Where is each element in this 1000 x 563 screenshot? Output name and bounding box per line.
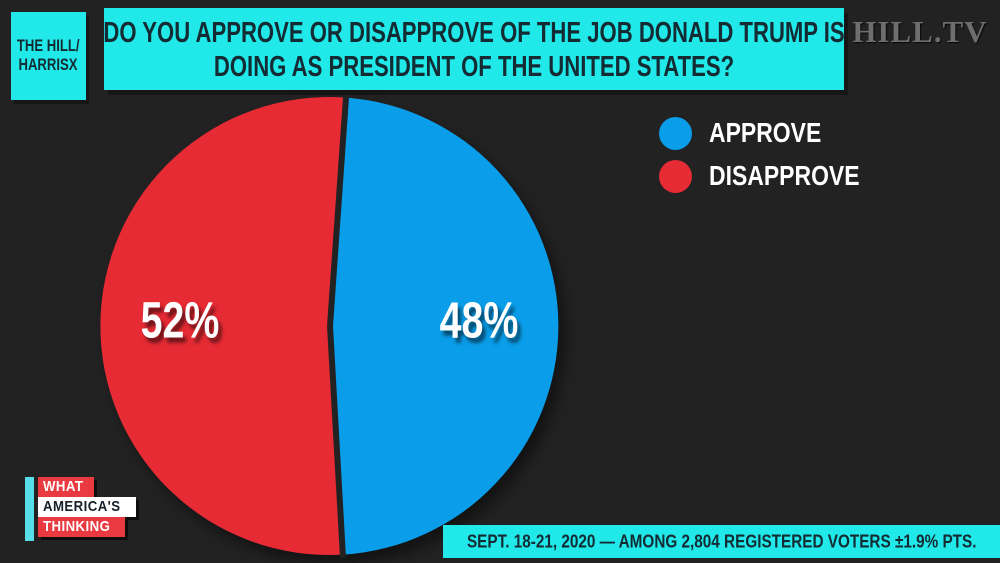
legend-item-approve: APPROVE bbox=[659, 116, 893, 150]
question-banner: DO YOU APPROVE OR DISAPPROVE OF THE JOB … bbox=[103, 8, 845, 90]
hilltv-logo: HILL.TV bbox=[852, 14, 988, 49]
badge-line-1: THE HILL/ bbox=[17, 37, 80, 56]
what-americas-thinking-logo: WHAT AMERICA'S THINKING bbox=[25, 477, 137, 541]
pie-slice-disapprove bbox=[100, 96, 346, 555]
disapprove-swatch-icon bbox=[659, 159, 692, 193]
slice-divider bbox=[327, 94, 350, 327]
legend-label-disapprove: DISAPPROVE bbox=[709, 160, 860, 191]
legend: APPROVE DISAPPROVE bbox=[659, 116, 893, 193]
question-line-1: DO YOU APPROVE OR DISAPPROVE OF THE JOB … bbox=[103, 15, 845, 49]
logo-line-americas: AMERICA'S bbox=[38, 497, 137, 517]
approve-swatch-icon bbox=[659, 116, 692, 150]
logo-line-what: WHAT bbox=[38, 477, 94, 497]
question-line-2: DOING AS PRESIDENT OF THE UNITED STATES? bbox=[213, 49, 735, 83]
logo-text-stack: WHAT AMERICA'S THINKING bbox=[38, 477, 137, 541]
disapprove-value-label: 52% bbox=[140, 292, 220, 350]
legend-label-approve: APPROVE bbox=[709, 117, 822, 148]
legend-item-disapprove: DISAPPROVE bbox=[659, 159, 893, 193]
hill-harrisx-badge: THE HILL/ HARRISX bbox=[11, 12, 86, 100]
methodology-banner: SEPT. 18-21, 2020 — AMONG 2,804 REGISTER… bbox=[443, 525, 1000, 558]
badge-line-2: HARRISX bbox=[18, 56, 79, 75]
pie-slice-approve bbox=[330, 97, 559, 555]
slice-divider bbox=[327, 325, 346, 558]
logo-cyan-bar bbox=[25, 477, 34, 541]
approve-value-label: 48% bbox=[439, 292, 519, 350]
logo-line-thinking: THINKING bbox=[38, 517, 125, 537]
methodology-text: SEPT. 18-21, 2020 — AMONG 2,804 REGISTER… bbox=[466, 530, 977, 552]
